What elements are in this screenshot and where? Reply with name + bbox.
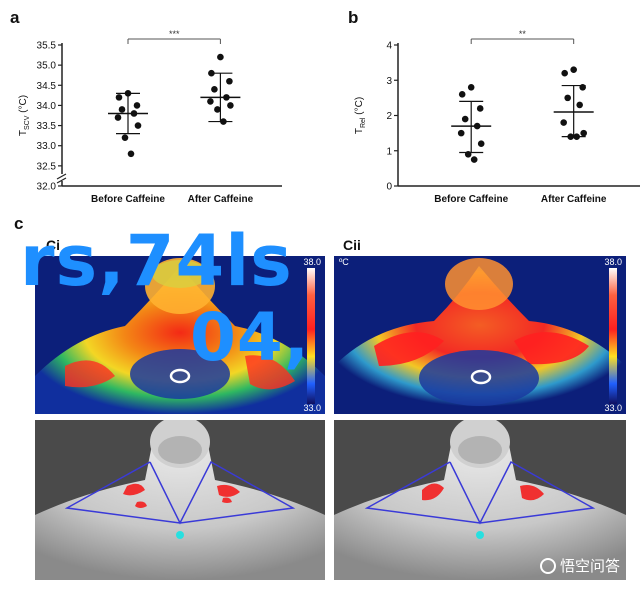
data-point [467,84,475,91]
data-point [208,69,215,77]
panel-letter-a: a [10,8,20,27]
watermark-text: 悟空问答 [559,558,620,575]
data-point [220,118,227,125]
image-label-ci: Ci [46,237,60,253]
data-point [561,69,568,77]
data-point [227,102,234,109]
data-point [476,105,484,112]
y-axis-label: TSCV (°C) [18,95,31,136]
thermal-heatmap-before [35,256,325,414]
colorbar-min-label-before: 33.0 [303,403,321,413]
y-tick-label: 35.0 [37,61,57,72]
data-point [217,53,224,61]
colorbar-max-label-before: 38.0 [303,257,321,267]
colorbar-unit-label-after: ºC [339,257,349,267]
data-point [464,150,472,158]
data-point [458,91,466,98]
overlay-text-line2: 04, [190,299,310,376]
y-tick-label: 35.5 [37,41,57,52]
y-axis-label: TRel (°C) [354,97,367,134]
y-tick-label: 32.0 [37,182,57,193]
data-point [118,106,126,113]
data-point [560,119,567,126]
data-point [477,140,485,147]
data-point [214,106,221,113]
x-category-label: Before Caffeine [91,194,165,205]
x-category-label: After Caffeine [541,194,607,205]
colorbar-min-label-after: 33.0 [604,403,622,413]
data-point [579,84,586,91]
data-point [576,101,583,109]
data-point [124,90,132,97]
panel-letter-b: b [348,8,359,27]
thermal-heatmap-after [334,256,626,414]
data-point [121,134,129,141]
axis-break-mark [56,177,67,184]
y-tick-label: 32.5 [37,161,57,172]
watermark: 悟空问答 [539,555,620,576]
roi-image-before [35,420,325,580]
y-tick-label: 3 [386,76,392,87]
roi-marker-before [169,368,191,384]
data-point [133,102,141,109]
data-point [567,133,574,140]
data-point [207,98,214,105]
axis-break-mark [56,173,67,180]
y-tick-label: 2 [386,111,392,122]
roi-marker-after [470,369,492,385]
y-tick-label: 33.0 [37,141,57,152]
data-point [127,150,135,158]
colorbar-max-label-after: 38.0 [604,257,622,267]
data-point [134,122,142,129]
y-tick-label: 34.5 [37,81,57,92]
significance-label: ** [519,29,527,39]
x-category-label: After Caffeine [188,194,254,205]
data-point [223,94,230,101]
x-category-label: Before Caffeine [434,194,508,205]
data-point [473,122,481,130]
chart-b-trel: 0 1 2 3 4 TRel (°C) Before Caffeine After Caffe… [354,29,640,205]
y-tick-label: 34.0 [37,101,57,112]
overlay-text-line1: rs,74ls [20,220,293,302]
panel-letter-c: c [14,214,24,233]
axis-break-gap [57,174,67,181]
thermal-image-before: 38.0 33.0 [35,256,325,414]
data-point [570,66,577,73]
y-tick-label: 4 [386,41,392,52]
data-point [457,129,465,137]
marker-point-before [176,531,184,539]
roi-diagram-after [334,420,626,580]
chart-a-tscv: 32.0 32.5 33.0 33.5 34.0 34.5 35.0 35.5 TSCV (°C… [18,29,282,205]
roi-image-after: 悟空问答 [334,420,626,580]
data-point [211,86,218,93]
data-point [461,115,469,123]
data-point [114,114,122,121]
y-tick-label: 1 [386,146,392,157]
data-point [226,77,233,85]
y-tick-label: 33.5 [37,121,57,132]
thermal-image-after: ºC 38.0 33.0 [334,256,626,414]
y-tick-label: 0 [386,182,392,193]
data-point [573,133,580,140]
data-point [470,156,478,163]
marker-point-after [476,531,484,539]
roi-diagram-before [35,420,325,580]
significance-label: *** [169,29,180,39]
image-label-cii: Cii [343,237,361,253]
data-point [115,94,123,101]
watermark-logo-icon [539,557,556,574]
data-point [580,129,587,137]
data-point [130,110,138,117]
data-point [564,94,571,102]
